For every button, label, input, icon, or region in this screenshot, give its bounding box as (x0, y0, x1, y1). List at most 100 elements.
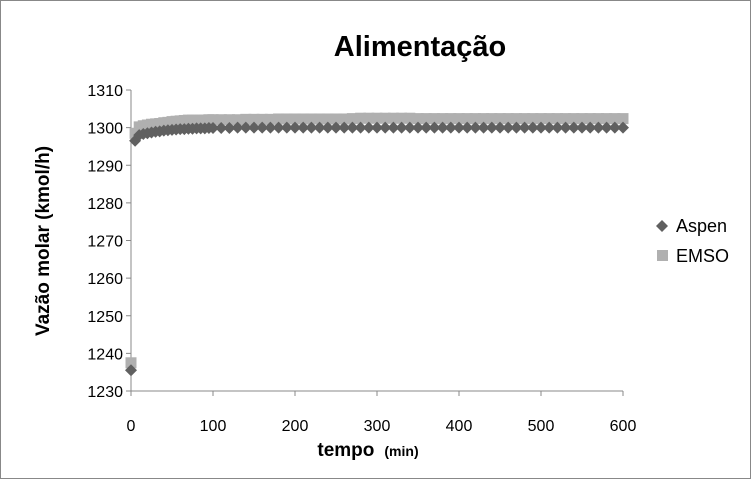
data-point-aspen (485, 121, 498, 134)
data-point-aspen (321, 121, 334, 134)
data-point-aspen (264, 121, 277, 134)
data-point-emso (248, 113, 260, 125)
data-point-emso (314, 113, 326, 125)
data-point-emso (609, 113, 621, 125)
y-tick-label: 1310 (87, 83, 123, 100)
data-point-aspen (379, 121, 392, 134)
series-aspen (125, 121, 629, 377)
data-point-aspen (535, 121, 547, 134)
data-point-emso (256, 113, 268, 125)
data-point-emso (281, 113, 293, 125)
data-point-aspen (543, 121, 556, 134)
data-point-emso (420, 113, 432, 125)
data-point-aspen (313, 121, 326, 134)
data-point-emso (379, 112, 391, 124)
x-tick-label: 200 (282, 418, 309, 435)
data-point-emso (305, 113, 317, 125)
data-point-emso (338, 113, 350, 125)
y-axis-label: Vazão molar (kmol/h) (33, 146, 54, 336)
data-point-aspen (207, 122, 219, 135)
data-point-aspen (567, 121, 580, 134)
x-tick-label: 0 (127, 418, 136, 435)
data-point-emso (601, 113, 613, 125)
data-point-emso (297, 113, 309, 125)
data-point-emso (207, 114, 219, 126)
data-point-emso (215, 114, 227, 126)
data-point-aspen (559, 121, 572, 134)
data-point-emso (125, 357, 137, 369)
data-point-emso (486, 113, 498, 125)
data-point-aspen (436, 121, 449, 134)
data-point-aspen (600, 121, 613, 134)
data-point-aspen (551, 121, 564, 134)
data-point-aspen (248, 121, 260, 134)
data-point-emso (371, 112, 383, 124)
x-tick-label: 600 (610, 418, 637, 435)
data-point-aspen (239, 121, 252, 134)
data-point-aspen (526, 121, 539, 134)
data-point-aspen (477, 121, 490, 134)
data-point-aspen (338, 121, 351, 134)
data-point-aspen (362, 121, 375, 134)
data-point-emso (551, 113, 563, 125)
data-point-emso (412, 113, 424, 125)
data-point-emso (519, 113, 531, 125)
data-point-aspen (395, 121, 408, 134)
data-point-aspen (231, 121, 244, 134)
data-point-emso (461, 113, 473, 125)
y-tick-label: 1260 (87, 271, 123, 288)
data-point-emso (560, 113, 572, 125)
data-point-emso (469, 113, 481, 125)
legend-label-aspen: Aspen (676, 216, 727, 236)
data-point-emso (502, 113, 514, 125)
y-tick-label: 1290 (87, 158, 123, 175)
legend-item-aspen: Aspen (656, 216, 727, 236)
legend: Aspen EMSO (656, 216, 729, 266)
data-point-aspen (297, 121, 310, 134)
data-point-aspen (272, 121, 285, 134)
x-axis-label: tempo (min) (317, 440, 418, 461)
axes: 1230 1240 1250 1260 1270 1280 1290 1300 1310 0 100… (87, 83, 636, 435)
x-tick-label: 500 (528, 418, 555, 435)
series-layer (125, 112, 629, 377)
data-point-aspen (420, 121, 433, 134)
x-tick-label: 300 (364, 418, 391, 435)
data-point-emso (264, 113, 276, 125)
data-point-emso (584, 113, 596, 125)
y-tick-label: 1240 (87, 346, 123, 363)
x-axis-label-main: tempo (317, 440, 374, 461)
data-point-aspen (592, 121, 605, 134)
data-point-emso (494, 113, 506, 125)
data-point-aspen (305, 121, 318, 134)
data-point-aspen (510, 121, 523, 134)
chart-title: Alimentação (334, 31, 506, 63)
y-tick-label: 1230 (87, 384, 123, 401)
data-point-emso (223, 114, 235, 126)
data-point-emso (273, 113, 285, 125)
data-point-emso (240, 113, 252, 125)
legend-marker-emso (657, 250, 668, 261)
data-point-emso (535, 113, 547, 125)
data-point-aspen (469, 121, 482, 134)
data-point-aspen (387, 121, 400, 134)
data-point-emso (387, 112, 399, 124)
data-point-emso (543, 113, 555, 125)
x-axis-label-unit: (min) (384, 443, 418, 459)
data-point-emso (232, 114, 244, 126)
legend-label-emso: EMSO (676, 246, 729, 266)
data-point-aspen (576, 121, 588, 134)
data-point-aspen (412, 121, 424, 134)
y-tick-label: 1270 (87, 234, 123, 251)
data-point-aspen (354, 121, 367, 134)
data-point-emso (330, 113, 342, 125)
data-point-emso (592, 113, 604, 125)
data-point-aspen (461, 121, 474, 134)
data-point-aspen (494, 121, 506, 134)
data-point-aspen (371, 121, 383, 134)
data-point-aspen (403, 121, 416, 134)
data-point-emso (346, 113, 358, 125)
data-point-emso (396, 112, 408, 124)
data-point-aspen (223, 122, 236, 135)
y-tick-label: 1280 (87, 196, 123, 213)
